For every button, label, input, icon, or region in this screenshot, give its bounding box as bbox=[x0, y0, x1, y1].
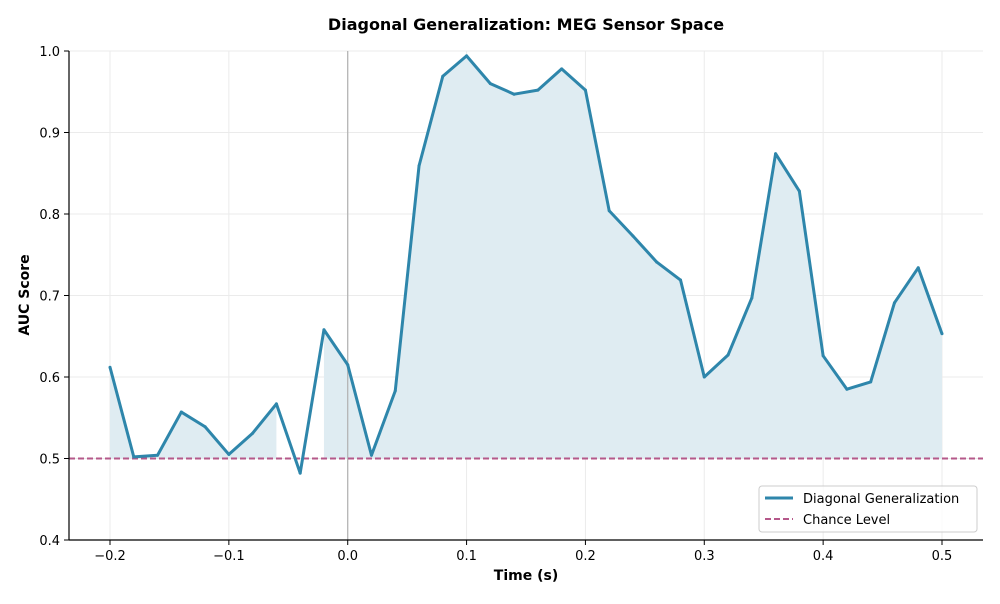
chart-title: Diagonal Generalization: MEG Sensor Spac… bbox=[328, 15, 724, 34]
data-point bbox=[940, 332, 944, 336]
x-tick-label: 0.5 bbox=[932, 549, 953, 564]
data-point bbox=[607, 209, 611, 213]
data-point bbox=[132, 455, 136, 459]
x-tick-label: 0.3 bbox=[694, 549, 715, 564]
data-point bbox=[892, 301, 896, 305]
data-point bbox=[227, 452, 231, 456]
x-tick-label: 0.1 bbox=[456, 549, 477, 564]
x-tick-label: −0.2 bbox=[94, 549, 126, 564]
y-tick-label: 0.4 bbox=[39, 534, 60, 549]
data-point bbox=[560, 67, 564, 71]
x-tick-label: 0.2 bbox=[575, 549, 596, 564]
data-point bbox=[726, 353, 730, 357]
data-point bbox=[488, 82, 492, 86]
data-point bbox=[702, 375, 706, 379]
x-tick-label: 0.0 bbox=[337, 549, 358, 564]
data-point bbox=[298, 471, 302, 475]
data-point bbox=[821, 354, 825, 358]
data-point bbox=[845, 387, 849, 391]
x-tick-label: 0.4 bbox=[813, 549, 834, 564]
data-point bbox=[179, 410, 183, 414]
x-tick-label: −0.1 bbox=[213, 549, 245, 564]
data-point bbox=[631, 234, 635, 238]
data-point bbox=[916, 266, 920, 270]
data-point bbox=[465, 54, 469, 58]
data-point bbox=[536, 88, 540, 92]
y-tick-label: 0.9 bbox=[39, 127, 60, 142]
y-tick-label: 1.0 bbox=[39, 45, 60, 60]
data-point bbox=[512, 92, 516, 96]
y-axis-label: AUC Score bbox=[17, 254, 33, 335]
data-point bbox=[274, 402, 278, 406]
data-point bbox=[797, 189, 801, 193]
data-point bbox=[203, 425, 207, 429]
legend: Diagonal Generalization Chance Level bbox=[758, 485, 978, 533]
data-point bbox=[108, 365, 112, 369]
legend-label-chance: Chance Level bbox=[803, 513, 890, 528]
y-tick-label: 0.5 bbox=[39, 453, 60, 468]
data-point bbox=[583, 88, 587, 92]
x-axis-label: Time (s) bbox=[494, 568, 558, 584]
legend-label-diagonal: Diagonal Generalization bbox=[803, 492, 959, 507]
data-point bbox=[655, 260, 659, 264]
data-point bbox=[869, 380, 873, 384]
above-chance-fill bbox=[110, 367, 277, 459]
y-tick-label: 0.7 bbox=[39, 290, 60, 305]
data-point bbox=[322, 328, 326, 332]
data-point bbox=[441, 74, 445, 78]
data-point bbox=[346, 363, 350, 367]
data-point bbox=[369, 453, 373, 457]
data-point bbox=[393, 389, 397, 393]
data-point bbox=[417, 164, 421, 168]
y-tick-label: 0.8 bbox=[39, 208, 60, 223]
diagonal-generalization-line bbox=[108, 54, 944, 475]
data-point bbox=[251, 431, 255, 435]
data-point bbox=[774, 152, 778, 156]
data-point bbox=[750, 296, 754, 300]
y-tick-label: 0.6 bbox=[39, 371, 60, 386]
data-point bbox=[679, 278, 683, 282]
data-point bbox=[156, 453, 160, 457]
above-chance-fill bbox=[323, 55, 942, 459]
